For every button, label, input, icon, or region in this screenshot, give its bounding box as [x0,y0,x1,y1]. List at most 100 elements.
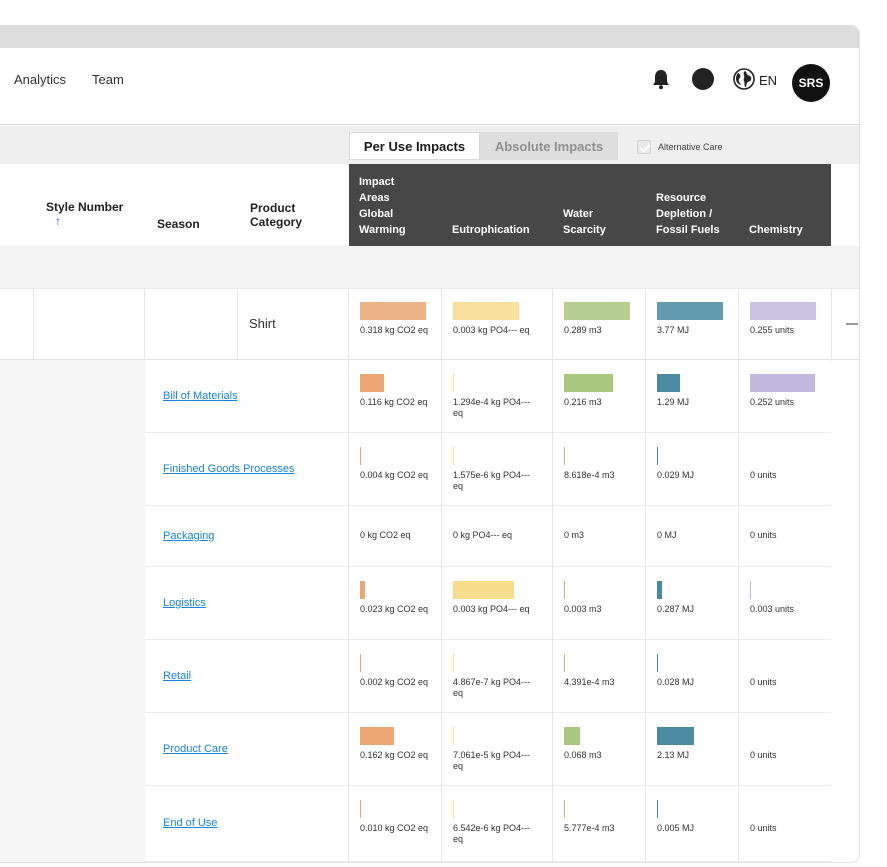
header-resource-depletion-line2: Depletion / [656,208,713,220]
user-avatar[interactable]: SRS [792,64,830,102]
header-water-scarcity-line1: Water [563,208,594,220]
column-divider [441,713,442,786]
header-product-category[interactable]: Product Category [250,201,302,229]
impact-bar-marker [657,800,658,818]
impact-value: 1.575e-6 kg PO4--- eq [453,470,531,491]
alternative-care-checkbox[interactable] [637,140,651,154]
column-divider [441,360,442,433]
impact-value: 4.391e-4 m3 [564,677,615,687]
impact-bar [564,302,630,320]
impact-value: 7.061e-5 kg PO4--- eq [453,750,531,771]
per-use-impacts-tab[interactable]: Per Use Impacts [349,132,480,160]
breakdown-link[interactable]: End of Use [163,817,218,829]
breakdown-row[interactable]: Bill of Materials 0.116 kg CO2 eq 1.294e-4… [145,360,831,433]
column-divider [441,786,442,862]
impact-bar [657,581,662,599]
impact-value: 1.294e-4 kg PO4--- eq [453,397,531,418]
breakdown-link[interactable]: Finished Goods Processes [163,463,295,475]
impact-value: 0 units [750,470,777,480]
alternative-care-toggle[interactable]: Alternative Care [637,140,723,154]
product-row[interactable]: Shirt 0.318 kg CO2 eq 0.003 kg PO4--- eq 0… [0,288,859,361]
impact-value: 0.318 kg CO2 eq [360,325,429,335]
header-global-warming-line1: Global [359,208,394,220]
column-divider [348,360,349,433]
impact-value: 0.002 kg CO2 eq [360,677,429,687]
impact-value: 2.13 MJ [657,750,690,760]
impact-value: 0.116 kg CO2 eq [360,397,428,407]
column-divider [348,289,349,361]
product-category-cell: Shirt [249,316,276,331]
header-product-category-line2: Category [250,215,303,229]
column-divider [645,640,646,713]
absolute-impacts-tab[interactable]: Absolute Impacts [480,132,618,160]
nav-analytics[interactable]: Analytics [14,72,67,87]
bell-icon[interactable] [650,68,672,90]
header-resource-depletion[interactable]: Resource Depletion / Fossil Fuels [656,190,720,238]
table-header: Style Number ↑ Season Product Category I… [0,164,859,246]
breakdown-row[interactable]: Packaging 0 kg CO2 eq 0 kg PO4--- eq 0 m3 0 … [145,506,831,567]
impact-bar-marker [453,447,454,465]
nav-team[interactable]: Team [92,72,124,87]
column-divider [348,506,349,567]
column-divider [645,506,646,567]
column-divider [441,506,442,567]
column-divider [552,786,553,862]
alternative-care-label: Alternative Care [658,142,723,152]
header-resource-depletion-line3: Fossil Fuels [656,224,720,236]
impact-value: 0 m3 [564,530,585,540]
impact-bar-marker [360,654,361,672]
top-nav: Analytics Team EN SRS [0,48,859,125]
breakdown-link[interactable]: Product Care [163,743,228,755]
column-divider [441,567,442,640]
header-global-warming[interactable]: Impact Areas Global Warming [359,174,406,238]
impact-value: 0 kg CO2 eq [360,530,411,540]
impact-value: 0.010 kg CO2 eq [360,823,429,833]
impact-bar-marker [564,654,565,672]
breakdown-link[interactable]: Packaging [163,530,215,542]
breakdown-row[interactable]: Product Care 0.162 kg CO2 eq 7.061e-5 kg P… [145,713,831,786]
column-divider [348,567,349,640]
impact-value: 0.289 m3 [564,325,602,335]
impact-bar [360,581,365,599]
column-divider [738,640,739,713]
impact-bar [750,374,815,392]
impact-value: 0.028 MJ [657,677,695,687]
breakdown-link[interactable]: Logistics [163,597,206,609]
impact-value: 0.252 units [750,397,795,407]
collapse-row-icon[interactable] [846,323,858,325]
column-divider [645,360,646,433]
breakdown-row[interactable]: Logistics 0.023 kg CO2 eq 0.003 kg PO4--- … [145,567,831,640]
column-divider [831,289,832,361]
impact-value: 0.003 m3 [564,604,602,614]
column-divider [645,433,646,506]
impact-value: 6.542e-6 kg PO4--- eq [453,823,531,844]
sort-ascending-icon[interactable]: ↑ [55,214,61,228]
breakdown-row[interactable]: Finished Goods Processes 0.004 kg CO2 eq 1… [145,433,831,506]
impact-areas-title-line2: Areas [359,192,390,204]
header-water-scarcity[interactable]: Water Scarcity [563,206,606,238]
impact-bar-marker [657,447,658,465]
column-divider [441,289,442,361]
breakdown-link[interactable]: Retail [163,670,192,682]
globe-icon[interactable] [733,68,755,90]
impact-bar [657,727,694,745]
impact-bar [453,302,519,320]
impact-value: 0 units [750,677,777,687]
breakdown-link[interactable]: Bill of Materials [163,390,238,402]
header-season[interactable]: Season [157,217,200,231]
breakdown-row[interactable]: End of Use 0.010 kg CO2 eq 6.542e-6 kg PO4… [145,786,831,862]
circle-icon[interactable] [692,68,714,90]
header-global-warming-line2: Warming [359,224,406,236]
impact-bar-marker [564,581,565,599]
column-divider [348,786,349,862]
column-divider [348,713,349,786]
column-divider [33,289,34,361]
header-chemistry[interactable]: Chemistry [749,224,803,236]
column-divider [738,506,739,567]
header-style-number[interactable]: Style Number ↑ [46,200,123,228]
language-selector[interactable]: EN [759,73,778,88]
column-divider [738,289,739,361]
impact-value: 0.287 MJ [657,604,695,614]
header-eutrophication[interactable]: Eutrophication [452,224,530,236]
breakdown-row[interactable]: Retail 0.002 kg CO2 eq 4.867e-7 kg PO4--- … [145,640,831,713]
